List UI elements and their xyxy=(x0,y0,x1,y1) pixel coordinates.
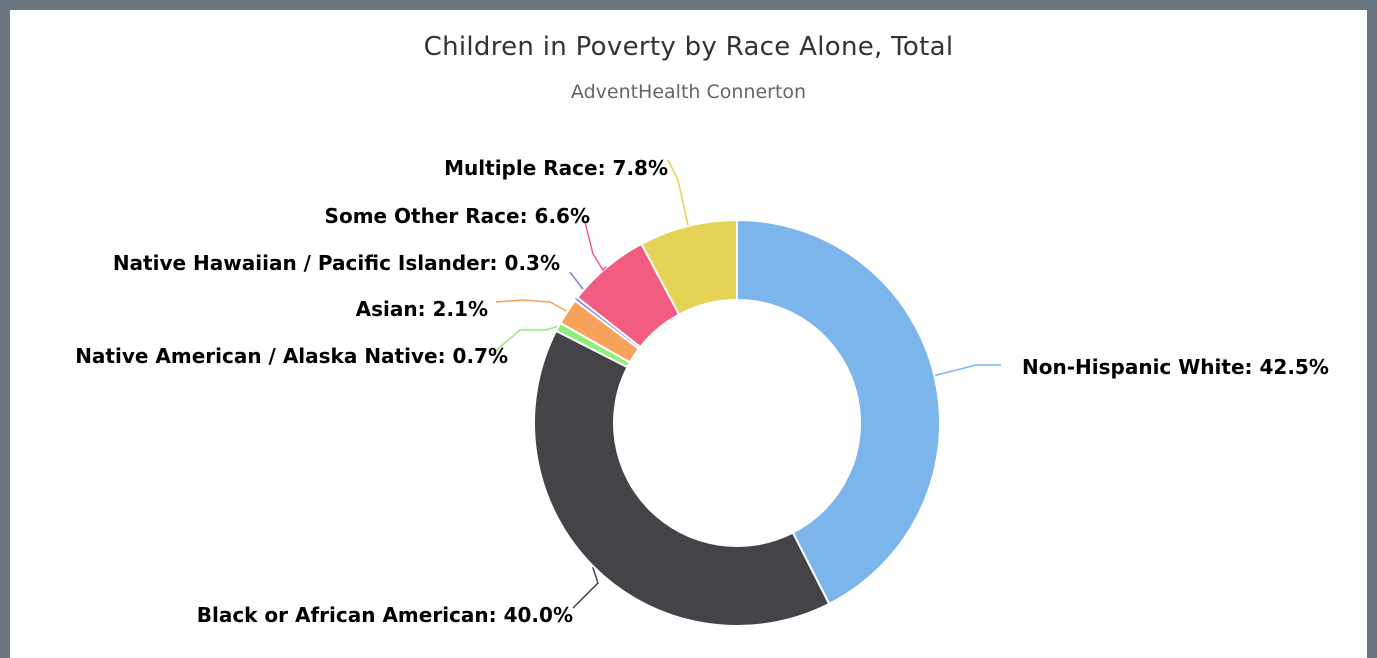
connector-multiple-race xyxy=(667,159,689,226)
connector-black-or-african-american xyxy=(572,567,599,609)
connector-some-other-race xyxy=(584,221,607,272)
slice-non-hispanic-white[interactable] xyxy=(736,218,941,606)
data-label-asian: Asian: 2.1% xyxy=(356,297,488,321)
chart-container: Children in Poverty by Race Alone, Total… xyxy=(10,10,1367,658)
connector-asian xyxy=(495,299,567,312)
data-label-non-hispanic-white: Non-Hispanic White: 42.5% xyxy=(1022,355,1329,379)
connector-non-hispanic-white xyxy=(935,364,1001,377)
slice-black-or-african-american[interactable] xyxy=(533,329,831,627)
chart-subtitle: AdventHealth Connerton xyxy=(570,81,807,103)
donut-chart: Non-Hispanic White: 42.5% Black or Africa… xyxy=(75,156,1329,627)
data-label-native-hawaiian-pacific-islander: Native Hawaiian / Pacific Islander: 0.3% xyxy=(113,251,560,275)
data-label-some-other-race: Some Other Race: 6.6% xyxy=(325,204,590,228)
data-label-black-or-african-american: Black or African American: 40.0% xyxy=(197,603,573,627)
connector-native-american-alaska-native xyxy=(491,325,558,355)
data-label-multiple-race: Multiple Race: 7.8% xyxy=(444,156,668,180)
chart-title: Children in Poverty by Race Alone, Total xyxy=(423,32,954,62)
data-label-native-american-alaska-native: Native American / Alaska Native: 0.7% xyxy=(75,344,508,368)
slice-multiple-race[interactable] xyxy=(640,218,738,316)
